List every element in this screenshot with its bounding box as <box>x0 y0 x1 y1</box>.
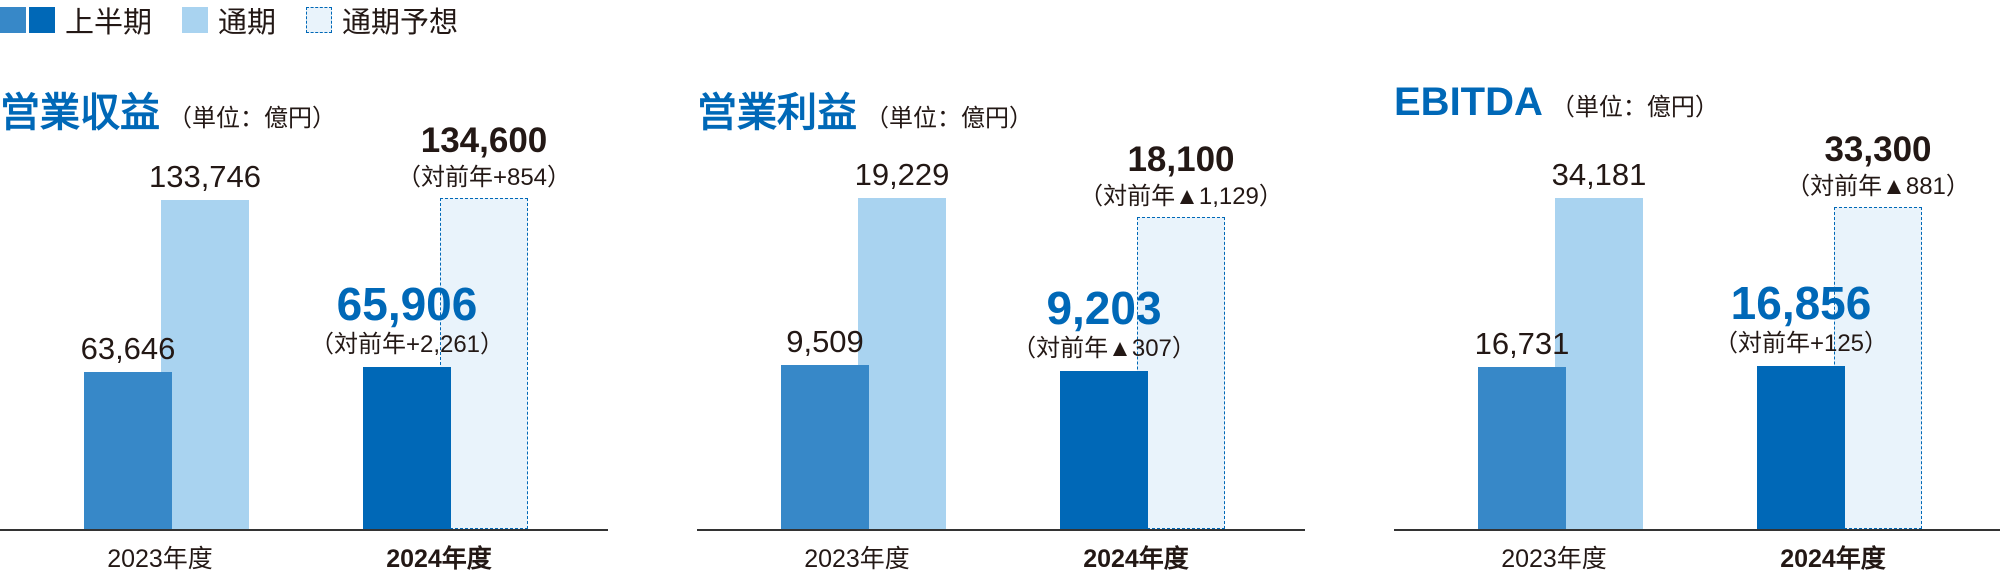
x-tick-label-2023: 2023年度 <box>1501 545 1607 573</box>
legend: 上半期 通期 通期予想 <box>0 0 488 40</box>
data-label-2023-h1: 63,646 <box>80 331 176 367</box>
chart-unit: （単位：億円） <box>865 105 1033 132</box>
legend-item-full: 通期 <box>182 0 276 41</box>
bar-2024-h1 <box>363 366 451 529</box>
data-label-2024-h1: 9,203 <box>1046 281 1162 334</box>
chart-panel-operating-profit: 営業利益 （単位：億円） 9,509 19,229 （対前年▲307） 9,203 （対前… <box>697 0 1317 582</box>
chart-panel-revenue: 営業収益 （単位：億円） 63,646 133,746 （対前年+2,261） 65,9… <box>0 0 620 582</box>
legend-item-forecast: 通期予想 <box>306 0 458 41</box>
data-label-2024-forecast-diff: （対前年▲1,129） <box>1079 183 1283 211</box>
data-label-2023-h1: 9,509 <box>786 324 864 360</box>
data-label-2024-h1-diff: （対前年+2,261） <box>309 330 505 358</box>
bar-2023-full <box>858 198 946 529</box>
chart-title: 営業利益 （単位：億円） <box>697 80 1033 138</box>
baseline <box>697 529 1305 531</box>
data-label-2024-h1-diff: （対前年▲307） <box>1012 334 1196 362</box>
legend-label-full: 通期 <box>218 7 277 39</box>
legend-label-forecast: 通期予想 <box>342 7 459 39</box>
bar-2023-full <box>161 200 249 529</box>
bar-2023-h1 <box>781 365 869 529</box>
legend-swatch-forecast <box>306 7 333 33</box>
chart-unit: （単位：億円） <box>168 105 336 132</box>
chart-title-text: EBITDA <box>1394 80 1543 124</box>
chart-title-text: 営業利益 <box>697 91 857 135</box>
x-tick-label-2023: 2023年度 <box>804 545 910 573</box>
bar-2024-forecast <box>440 198 528 529</box>
bar-2023-h1 <box>84 372 172 529</box>
legend-swatch-half-2023 <box>0 7 26 33</box>
chart-panel-ebitda: EBITDA （単位：億円） 16,731 34,181 （対前年+125） 16,85… <box>1394 0 2000 582</box>
chart-title-text: 営業収益 <box>0 91 160 135</box>
bar-2023-h1 <box>1478 366 1566 529</box>
data-label-2023-full: 34,181 <box>1551 157 1647 192</box>
data-label-2023-full: 133,746 <box>148 159 262 195</box>
data-label-2024-h1-diff: （対前年+125） <box>1713 329 1889 357</box>
x-tick-label-2024: 2024年度 <box>1780 545 1886 573</box>
bar-2023-full <box>1555 198 1643 529</box>
x-tick-label-2024: 2024年度 <box>386 545 492 573</box>
chart-title: EBITDA （単位：億円） <box>1394 80 1719 125</box>
chart-title: 営業収益 （単位：億円） <box>0 80 336 138</box>
data-label-2024-forecast-diff: （対前年+854） <box>396 164 572 191</box>
data-label-2024-forecast: 18,100 <box>1127 140 1235 180</box>
chart-unit: （単位：億円） <box>1550 94 1719 121</box>
data-label-2024-forecast: 33,300 <box>1824 129 1932 169</box>
data-label-2024-h1: 65,906 <box>336 277 478 330</box>
data-label-2023-h1: 16,731 <box>1474 325 1570 361</box>
x-tick-label-2023: 2023年度 <box>107 545 213 573</box>
x-tick-label-2024: 2024年度 <box>1083 545 1189 573</box>
legend-swatch-half-2024 <box>29 7 55 33</box>
legend-item-half: 上半期 <box>0 0 152 41</box>
data-label-2023-full: 19,229 <box>854 157 950 192</box>
legend-label-half: 上半期 <box>65 7 153 39</box>
baseline <box>0 529 608 531</box>
data-label-2024-forecast: 134,600 <box>420 121 548 160</box>
data-label-2024-h1: 16,856 <box>1730 276 1872 329</box>
baseline <box>1394 529 2000 531</box>
bar-2024-h1 <box>1060 370 1148 529</box>
data-label-2024-forecast-diff: （対前年▲881） <box>1786 172 1970 200</box>
bar-2024-h1 <box>1757 365 1845 529</box>
bar-2024-forecast <box>1137 217 1225 529</box>
bar-2024-forecast <box>1834 206 1922 529</box>
legend-swatch-full <box>182 7 209 33</box>
